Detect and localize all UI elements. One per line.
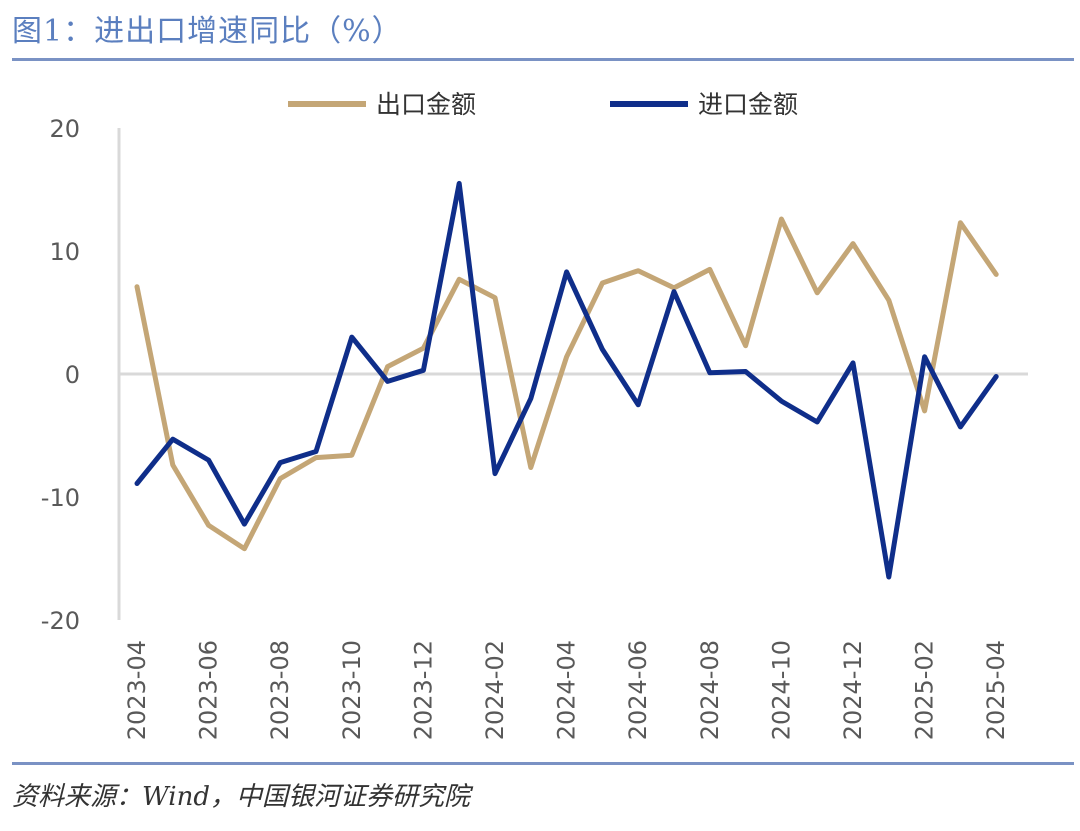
x-tick-label: 2024-08 [696, 640, 724, 740]
legend: 出口金额 进口金额 [288, 90, 798, 119]
x-tick-label: 2025-04 [982, 640, 1010, 740]
y-tick-label: -10 [41, 484, 80, 512]
series-lines [134, 180, 999, 580]
import-line [134, 180, 999, 580]
source-note: 资料来源：Wind，中国银河证券研究院 [12, 782, 470, 812]
x-tick-label: 2023-04 [123, 640, 151, 740]
chart-title: 图1：进出口增速同比（%） [12, 14, 403, 49]
y-tick-label: -20 [41, 607, 80, 635]
x-tick-label: 2024-02 [481, 640, 509, 740]
export-line [134, 216, 999, 552]
legend-label-0: 出口金额 [376, 90, 476, 119]
legend-label-1: 进口金额 [698, 90, 798, 119]
bottom-rule [12, 762, 1074, 765]
x-tick-label: 2024-10 [767, 640, 795, 740]
x-tick-label: 2024-12 [839, 640, 867, 740]
y-tick-label: 0 [65, 361, 80, 389]
line-chart: 出口金额 进口金额 20 10 0 -10 -20 2023-04 2023-06 2023-0… [41, 90, 1028, 740]
y-tick-label: 10 [49, 238, 80, 266]
axes: 20 10 0 -10 -20 2023-04 2023-06 2023-08 2023-10 2… [41, 115, 1028, 740]
x-tick-label: 2024-04 [553, 640, 581, 740]
x-tick-label: 2024-06 [624, 640, 652, 740]
x-tick-label: 2023-06 [195, 640, 223, 740]
x-tick-label: 2025-02 [911, 640, 939, 740]
y-tick-label: 20 [49, 115, 80, 143]
x-tick-label: 2023-10 [338, 640, 366, 740]
top-rule [12, 58, 1074, 61]
x-tick-label: 2023-12 [409, 640, 437, 740]
x-tick-label: 2023-08 [266, 640, 294, 740]
